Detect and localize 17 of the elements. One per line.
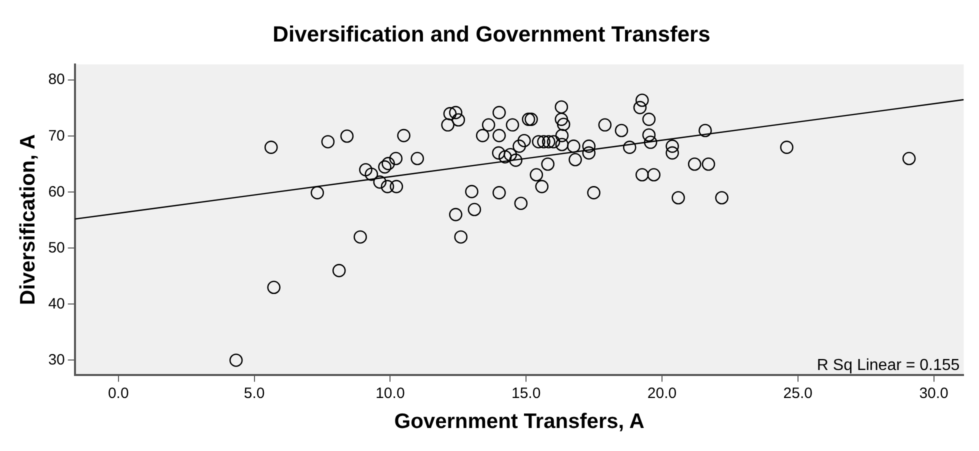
- y-tick-label: 40: [48, 295, 65, 312]
- y-axis-title: Diversification, A: [16, 134, 40, 305]
- x-tick-label: 20.0: [647, 384, 677, 402]
- y-tick-label: 80: [48, 71, 65, 88]
- x-axis-title: Government Transfers, A: [394, 410, 644, 434]
- x-tick-label: 5.0: [244, 384, 265, 402]
- x-tick-label: 10.0: [376, 384, 405, 402]
- x-tick-label: 0.0: [108, 384, 129, 402]
- x-tick-label: 15.0: [511, 384, 541, 402]
- y-tick-label: 70: [48, 127, 65, 144]
- annotation: R Sq Linear = 0.155: [816, 357, 960, 374]
- chart-title: Diversification and Government Transfers: [272, 21, 710, 46]
- y-tick-label: 50: [48, 239, 65, 256]
- y-tick-label: 30: [48, 351, 65, 368]
- y-tick-label: 60: [48, 183, 65, 200]
- x-tick-label: 30.0: [919, 384, 948, 402]
- x-tick-label: 25.0: [783, 384, 812, 402]
